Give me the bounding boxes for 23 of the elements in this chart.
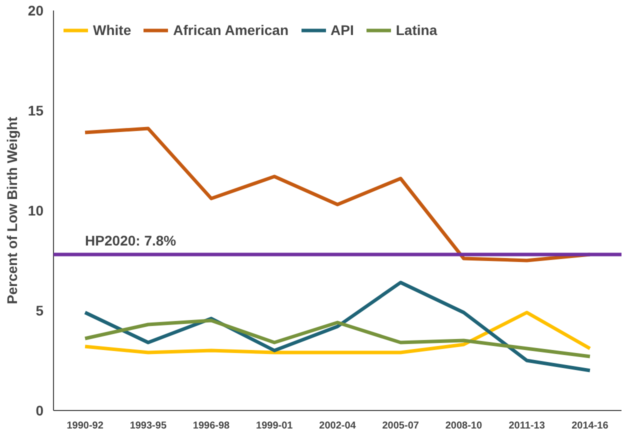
legend-label: API <box>330 22 354 38</box>
y-tick-label: 0 <box>36 402 44 418</box>
legend-label: African American <box>173 22 289 38</box>
x-tick-label: 1996-98 <box>192 420 230 431</box>
x-tick-label: 2005-07 <box>382 420 420 431</box>
legend-label: Latina <box>396 22 438 38</box>
x-tick-label: 1990-92 <box>66 420 104 431</box>
x-tick-label: 2011-13 <box>508 420 546 431</box>
x-tick-label: 2002-04 <box>319 420 356 431</box>
y-tick-label: 5 <box>36 302 44 318</box>
line-series <box>83 318 592 358</box>
x-tick-label: 1999-01 <box>256 420 294 431</box>
x-tick-label: 2014-16 <box>572 420 609 431</box>
line-series <box>83 280 592 372</box>
line-series <box>83 310 592 354</box>
x-tick-label: 2008-10 <box>445 420 483 431</box>
x-tick-label: 1993-95 <box>130 420 167 431</box>
y-axis-title: Percent of Low Birth Weight <box>4 116 20 304</box>
y-tick-label: 15 <box>28 102 44 118</box>
y-tick-label: 20 <box>28 2 44 18</box>
ref-line-label: HP2020: 7.8% <box>85 232 177 248</box>
legend-label: White <box>93 22 132 38</box>
y-tick-label: 10 <box>28 202 44 218</box>
